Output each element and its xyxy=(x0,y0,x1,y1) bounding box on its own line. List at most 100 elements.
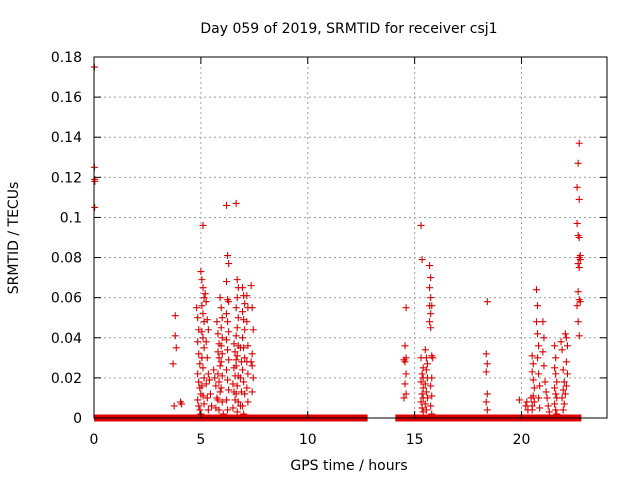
data-point xyxy=(418,390,426,398)
data-point xyxy=(233,352,241,360)
data-point xyxy=(240,344,248,352)
data-point xyxy=(244,370,252,378)
data-point xyxy=(243,292,251,300)
data-point xyxy=(197,268,205,276)
data-point xyxy=(239,284,247,292)
data-point xyxy=(215,406,223,414)
data-point xyxy=(203,316,211,324)
data-point xyxy=(200,400,208,408)
data-point xyxy=(427,294,435,302)
data-point xyxy=(562,358,570,366)
data-point xyxy=(535,394,543,402)
data-point xyxy=(561,330,569,338)
data-point xyxy=(206,390,214,398)
data-point xyxy=(539,318,547,326)
data-point xyxy=(195,378,203,386)
data-point xyxy=(529,392,537,400)
data-point xyxy=(241,390,249,398)
data-point xyxy=(198,328,206,336)
y-axis-label: SRMTID / TECUs xyxy=(6,182,22,295)
data-point xyxy=(573,219,581,227)
data-point xyxy=(218,372,226,380)
data-point xyxy=(560,400,568,408)
data-point xyxy=(204,326,212,334)
data-point xyxy=(545,408,553,416)
data-point xyxy=(575,139,583,147)
plot-frame xyxy=(93,56,608,419)
data-point xyxy=(418,370,426,378)
data-point xyxy=(215,354,223,362)
data-point xyxy=(217,358,225,366)
data-point xyxy=(421,400,429,408)
data-point xyxy=(223,278,231,286)
data-point xyxy=(216,294,224,302)
x-axis-label: GPS time / hours xyxy=(290,458,407,474)
data-point xyxy=(563,370,571,378)
data-point xyxy=(536,382,544,390)
data-point xyxy=(247,282,255,290)
data-point xyxy=(243,318,251,326)
data-point xyxy=(244,398,252,406)
data-point xyxy=(558,394,566,402)
data-point xyxy=(417,378,425,386)
data-point xyxy=(421,380,429,388)
data-point xyxy=(543,394,551,402)
data-point xyxy=(201,290,209,298)
y-tick-label: 0 xyxy=(73,411,82,427)
data-point xyxy=(217,324,225,332)
data-point xyxy=(551,384,559,392)
data-point xyxy=(559,366,567,374)
data-point xyxy=(171,312,179,320)
data-point xyxy=(539,348,547,356)
data-point xyxy=(427,324,435,332)
data-point xyxy=(233,324,241,332)
data-point xyxy=(216,388,224,396)
data-point xyxy=(551,364,559,372)
data-point xyxy=(225,356,233,364)
data-point xyxy=(218,314,226,322)
data-point xyxy=(523,398,531,406)
data-point xyxy=(248,350,256,358)
data-point xyxy=(528,406,536,414)
data-point xyxy=(529,376,537,384)
data-point xyxy=(560,378,568,386)
y-tick-label: 0.02 xyxy=(51,371,82,387)
data-point xyxy=(230,340,238,348)
data-point xyxy=(215,378,223,386)
data-point xyxy=(199,364,207,372)
data-point xyxy=(210,366,218,374)
x-tick-label: 5 xyxy=(196,432,205,448)
data-point xyxy=(557,338,565,346)
data-point xyxy=(225,328,233,336)
data-point xyxy=(214,396,222,404)
data-point xyxy=(427,402,435,410)
data-point xyxy=(542,388,550,396)
data-point xyxy=(194,396,202,404)
data-point xyxy=(247,358,255,366)
data-point xyxy=(422,354,430,362)
data-point xyxy=(198,302,206,310)
data-point xyxy=(423,360,431,368)
data-point xyxy=(563,342,571,350)
data-point xyxy=(224,376,232,384)
data-point xyxy=(573,183,581,191)
data-point xyxy=(552,370,560,378)
data-point xyxy=(418,404,426,412)
data-point xyxy=(534,354,542,362)
data-point xyxy=(402,304,410,312)
data-point xyxy=(532,286,540,294)
data-point xyxy=(194,338,202,346)
data-point xyxy=(575,332,583,340)
data-point xyxy=(232,390,240,398)
data-point xyxy=(482,368,490,376)
data-point xyxy=(196,406,204,414)
data-point xyxy=(218,398,226,406)
data-point xyxy=(239,366,247,374)
data-point xyxy=(225,260,233,268)
data-point xyxy=(234,398,242,406)
axis-ticks: 0 0.02 0.04 0.06 0.08 0.1 0.12 0.14 0.16 0.18 0 5 10… xyxy=(51,50,607,448)
data-point xyxy=(544,402,552,410)
data-point xyxy=(214,330,222,338)
data-point xyxy=(575,234,583,241)
data-point xyxy=(214,348,222,356)
